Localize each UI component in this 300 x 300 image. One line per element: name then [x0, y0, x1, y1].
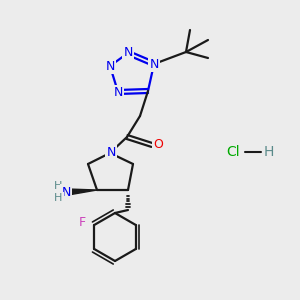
Text: O: O	[153, 139, 163, 152]
Text: N: N	[113, 86, 123, 100]
Text: H: H	[54, 181, 62, 191]
Text: N: N	[123, 46, 133, 59]
Text: N: N	[149, 58, 159, 70]
Text: N: N	[61, 185, 71, 199]
Text: N: N	[105, 59, 115, 73]
Text: N: N	[106, 146, 116, 158]
Text: H: H	[54, 193, 62, 203]
Text: F: F	[79, 217, 86, 230]
Text: Cl: Cl	[226, 145, 240, 159]
Polygon shape	[68, 189, 97, 195]
Text: H: H	[264, 145, 274, 159]
